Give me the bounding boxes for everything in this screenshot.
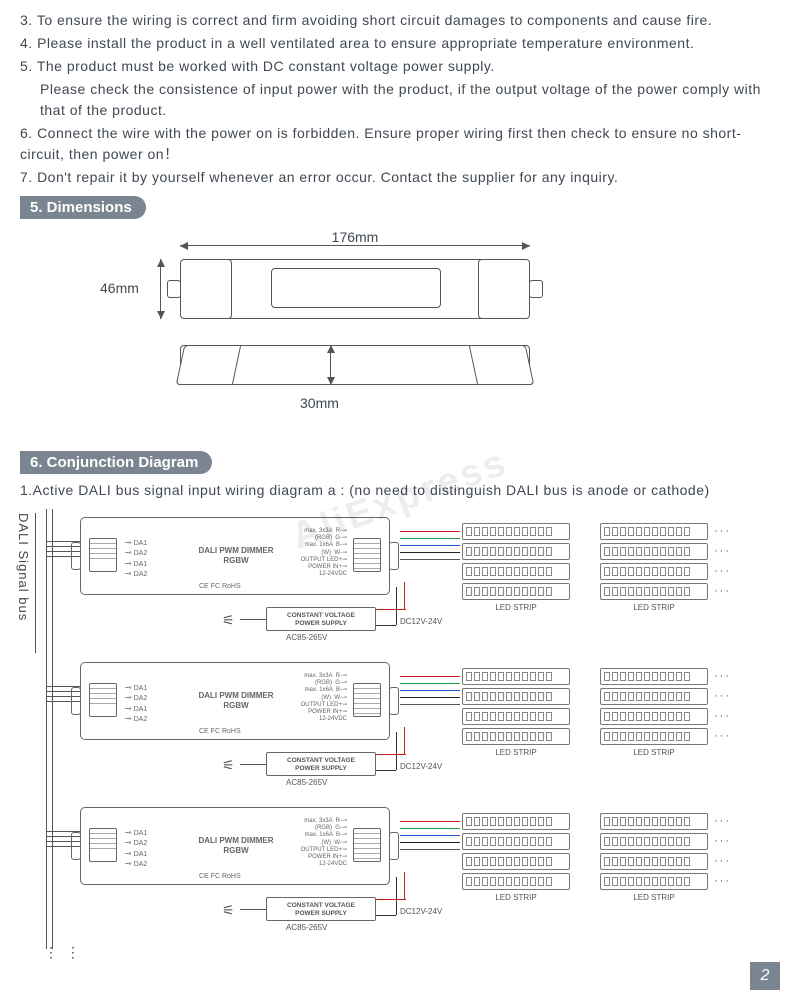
dimensions-diagram: 176mm 46mm 30mm — [60, 225, 780, 445]
section-5-header: 5. Dimensions — [20, 196, 146, 219]
device-front-view — [180, 259, 530, 319]
wiring-diagram: DALI Signal bus ⋮ ⋮ DA1 DA2 DA1 DA2 DALI… — [20, 509, 780, 949]
dim-width-line — [180, 245, 530, 246]
dim-depth-label: 30mm — [300, 395, 339, 411]
wiring-unit-1: DA1 DA2 DA1 DA2 DALI PWM DIMMER RGBW max… — [46, 509, 766, 639]
dim-width-label: 176mm — [180, 229, 530, 245]
instruction-5: 5. The product must be worked with DC co… — [20, 56, 780, 77]
dim-height-line — [160, 259, 161, 319]
section-6-header: 6. Conjunction Diagram — [20, 451, 212, 474]
instruction-4: 4. Please install the product in a well … — [20, 33, 780, 54]
psu-box: CONSTANT VOLTAGE POWER SUPPLY — [266, 607, 376, 631]
dali-bus-label: DALI Signal bus — [16, 513, 36, 653]
wiring-unit-3: DA1DA2DA1DA2 DALI PWM DIMMERRGBW max. 3x… — [46, 799, 766, 929]
device-side-view — [180, 345, 530, 385]
plug-icon: ⚟ — [222, 612, 235, 629]
instruction-5b: Please check the consistence of input po… — [20, 79, 780, 121]
dim-depth-line — [330, 345, 331, 385]
dim-height-label: 46mm — [100, 280, 139, 296]
instruction-6: 6. Connect the wire with the power on is… — [20, 123, 780, 165]
instruction-7: 7. Don't repair it by yourself whenever … — [20, 167, 780, 188]
wiring-unit-2: DA1DA2DA1DA2 DALI PWM DIMMERRGBW max. 3x… — [46, 654, 766, 784]
vertical-dots: ⋮ ⋮ — [44, 944, 82, 961]
instruction-3: 3. To ensure the wiring is correct and f… — [20, 10, 780, 31]
page-number: 2 — [750, 962, 780, 990]
